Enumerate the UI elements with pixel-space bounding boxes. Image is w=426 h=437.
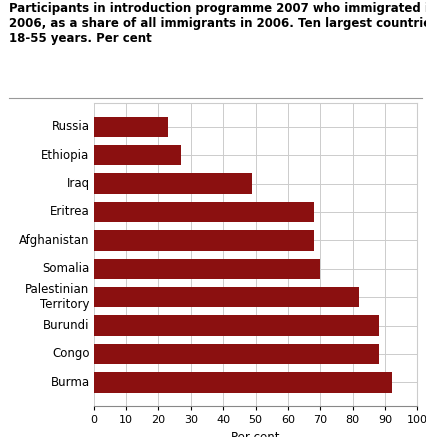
X-axis label: Per cent: Per cent (231, 431, 280, 437)
Text: Participants in introduction programme 2007 who immigrated in
2006, as a share o: Participants in introduction programme 2… (9, 2, 426, 45)
Bar (94, 202, 314, 222)
Bar (94, 344, 379, 364)
Bar (94, 372, 391, 392)
Bar (94, 259, 320, 279)
Bar (94, 145, 181, 165)
Bar (94, 117, 168, 137)
Bar (94, 316, 379, 336)
Bar (94, 230, 314, 250)
Bar (94, 287, 359, 307)
Bar (94, 173, 252, 194)
